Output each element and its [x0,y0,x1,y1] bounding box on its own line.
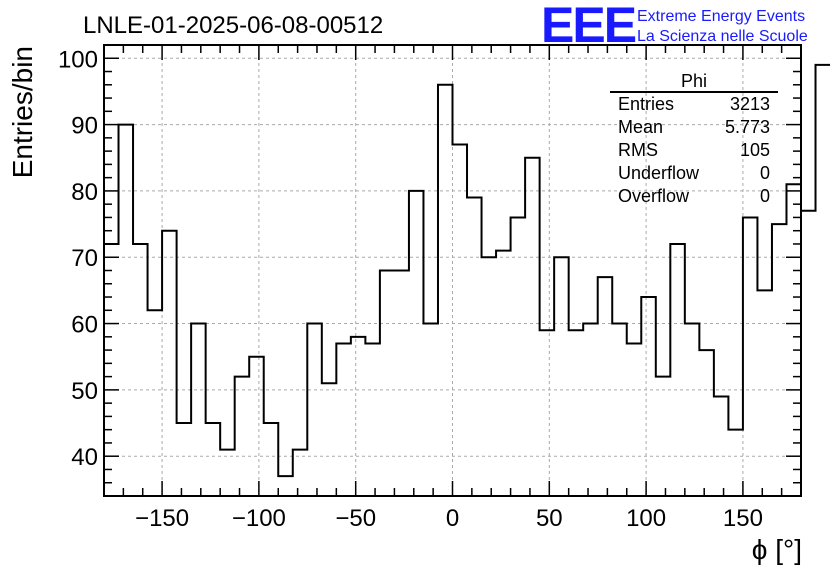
eee-logo: EEE Extreme Energy Events La Scienza nel… [541,0,808,53]
stats-label: Mean [618,117,663,137]
stats-value: 5.773 [725,117,770,137]
x-tick-label: 100 [626,505,666,532]
axis-ticks [104,44,802,496]
y-tick-label: 50 [71,378,98,405]
stats-label: Overflow [618,186,690,206]
x-tick-label: −150 [135,505,189,532]
x-tick-label: −50 [335,505,376,532]
stats-box: Phi Entries 3213 Mean 5.773 RMS 105 Underflow 0… [610,71,778,206]
stats-value: 0 [760,163,770,183]
stats-value: 0 [760,186,770,206]
x-tick-labels: −150 −100 −50 0 50 100 150 [135,505,763,532]
chart-title: LNLE-01-2025-06-08-00512 [83,12,383,39]
logo-line1: Extreme Energy Events [637,8,805,25]
stats-label: Entries [618,94,674,114]
y-tick-label: 60 [71,312,98,339]
histogram-line [104,63,831,478]
stats-value: 105 [740,140,770,160]
x-tick-label: 50 [536,505,563,532]
x-tick-label: −100 [232,505,286,532]
logo-line2: La Scienza nelle Scuole [637,28,808,45]
stats-rows: Entries 3213 Mean 5.773 RMS 105 Underflow 0 Over… [618,94,770,206]
stats-value: 3213 [730,94,770,114]
x-axis-label: ϕ [°] [752,534,802,565]
stats-label: RMS [618,140,658,160]
x-tick-label: 0 [446,505,459,532]
y-axis-label: Entries/bin [7,46,38,178]
y-tick-label: 70 [71,245,98,272]
stats-label: Underflow [618,163,700,183]
x-tick-label: 150 [723,505,763,532]
y-tick-label: 40 [71,444,98,471]
y-tick-labels: 40 50 60 70 80 90 100 [58,46,98,471]
y-tick-label: 80 [71,179,98,206]
stats-title: Phi [681,71,707,91]
y-tick-label: 90 [71,113,98,140]
y-tick-label: 100 [58,46,98,73]
